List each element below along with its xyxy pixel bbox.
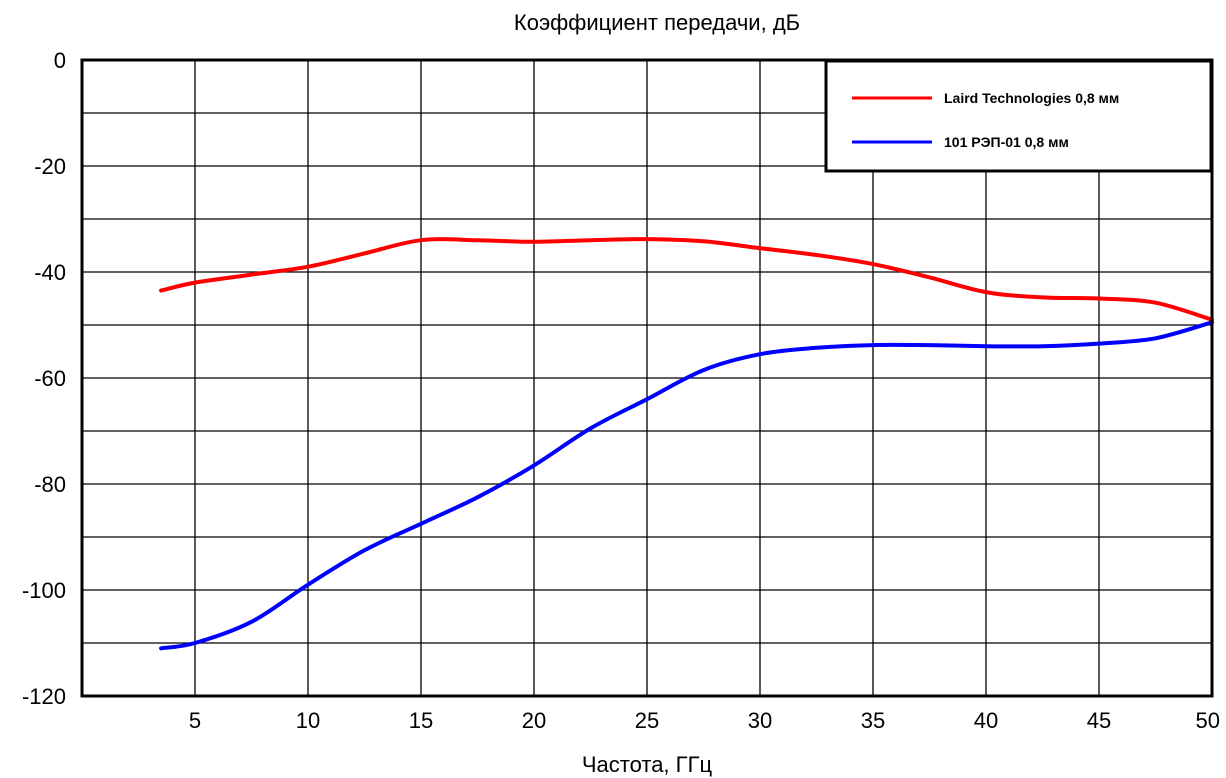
grid	[82, 60, 1213, 696]
x-tick-label: 35	[861, 708, 885, 733]
x-tick-label: 30	[748, 708, 772, 733]
legend-label: Laird Technologies 0,8 мм	[944, 90, 1119, 106]
x-tick-label: 10	[296, 708, 320, 733]
series-line-2	[159, 320, 1214, 651]
legend-label: 101 РЭП-01 0,8 мм	[944, 134, 1069, 150]
x-axis-label: Частота, ГГц	[582, 752, 713, 777]
x-tick-label: 50	[1196, 708, 1220, 733]
legend: Laird Technologies 0,8 мм 101 РЭП-01 0,8 …	[824, 59, 1213, 173]
y-tick-label: -20	[34, 154, 66, 179]
x-tick-label: 15	[409, 708, 433, 733]
y-tick-label: -40	[34, 260, 66, 285]
x-tick-label: 40	[974, 708, 998, 733]
chart-title: Коэффициент передачи, дБ	[514, 10, 800, 35]
x-tick-label: 5	[189, 708, 201, 733]
y-tick-label: -80	[34, 472, 66, 497]
x-tick-label: 45	[1087, 708, 1111, 733]
legend-box	[824, 59, 1213, 173]
series-line-1	[159, 237, 1214, 322]
series-lines	[159, 237, 1214, 651]
axis-ticks: 0 -20 -40 -60 -80 -100 -120 5 10 15 20 25 30 35 40 45 50	[22, 48, 1220, 733]
plot-frame	[80, 58, 1214, 698]
x-tick-label: 20	[522, 708, 546, 733]
y-tick-label: -120	[22, 684, 66, 709]
y-tick-label: -100	[22, 578, 66, 603]
y-tick-label: -60	[34, 366, 66, 391]
y-tick-label: 0	[54, 48, 66, 73]
x-tick-label: 25	[635, 708, 659, 733]
